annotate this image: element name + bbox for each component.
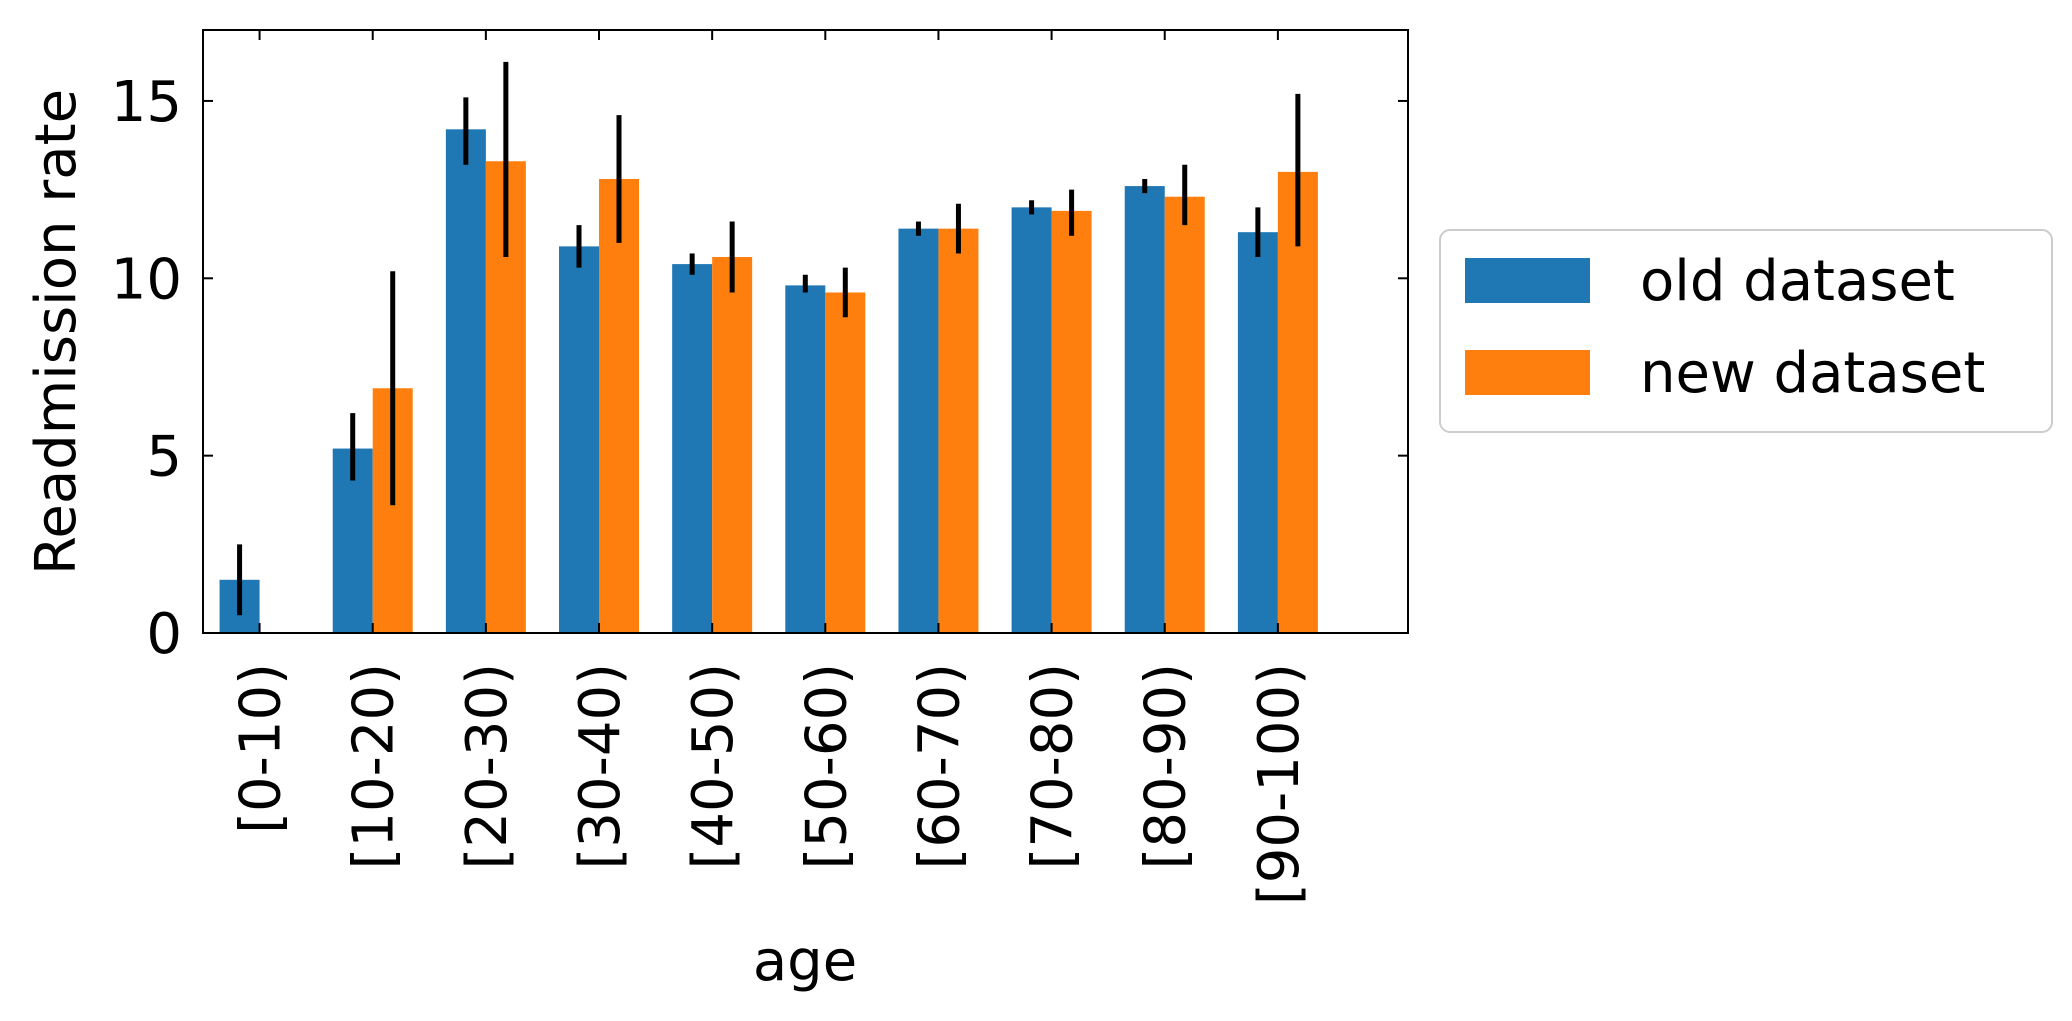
y-axis: 0 5 10 15	[111, 70, 1408, 667]
legend-swatch-new-dataset	[1465, 350, 1590, 395]
x-tick-label: [60-70)	[907, 663, 972, 869]
axes-frame	[202, 29, 1409, 634]
x-tick-label: [20-30)	[455, 663, 520, 869]
x-tick-label: [40-50)	[681, 663, 746, 869]
x-axis-label: age	[753, 929, 857, 994]
x-tick-label: [90-100)	[1247, 663, 1312, 905]
y-tick-label: 10	[111, 247, 182, 312]
legend: old dataset new dataset	[1439, 229, 2053, 433]
legend-label-old-dataset: old dataset	[1640, 249, 1955, 314]
bar-old-6	[898, 228, 939, 633]
legend-label-new-dataset: new dataset	[1640, 341, 1985, 406]
bar-new-4	[712, 257, 753, 633]
bars-layer	[219, 129, 1318, 634]
legend-frame	[1439, 229, 2053, 433]
bar-old-3	[559, 246, 600, 633]
bar-old-2	[445, 129, 486, 634]
legend-swatch-old-dataset	[1465, 258, 1590, 303]
x-tick-label: [50-60)	[794, 663, 859, 869]
x-axis: [0-10) [10-20) [20-30) [30-40) [40-50) [50-60…	[229, 30, 1312, 905]
y-tick-label: 15	[111, 70, 182, 135]
y-tick-label: 0	[146, 602, 182, 667]
bar-new-3	[599, 178, 640, 633]
bar-old-5	[785, 285, 826, 633]
bar-new-8	[1164, 196, 1205, 633]
bar-new-6	[938, 228, 979, 633]
y-axis-label: Readmission rate	[24, 89, 89, 575]
x-tick-label: [70-80)	[1021, 663, 1086, 869]
x-tick-label: [30-40)	[568, 663, 633, 869]
x-tick-label: [80-90)	[1134, 663, 1199, 869]
x-tick-label: [0-10)	[229, 663, 294, 834]
bar-new-7	[1051, 210, 1092, 633]
x-tick-label: [10-20)	[342, 663, 407, 869]
bar-new-9	[1277, 171, 1318, 633]
bar-old-9	[1237, 232, 1278, 633]
y-tick-label: 5	[146, 425, 182, 490]
error-bars-layer	[237, 61, 1301, 616]
bar-new-5	[825, 292, 866, 633]
bar-old-7	[1011, 207, 1052, 633]
bar-old-8	[1124, 186, 1165, 633]
bar-old-4	[672, 264, 713, 633]
